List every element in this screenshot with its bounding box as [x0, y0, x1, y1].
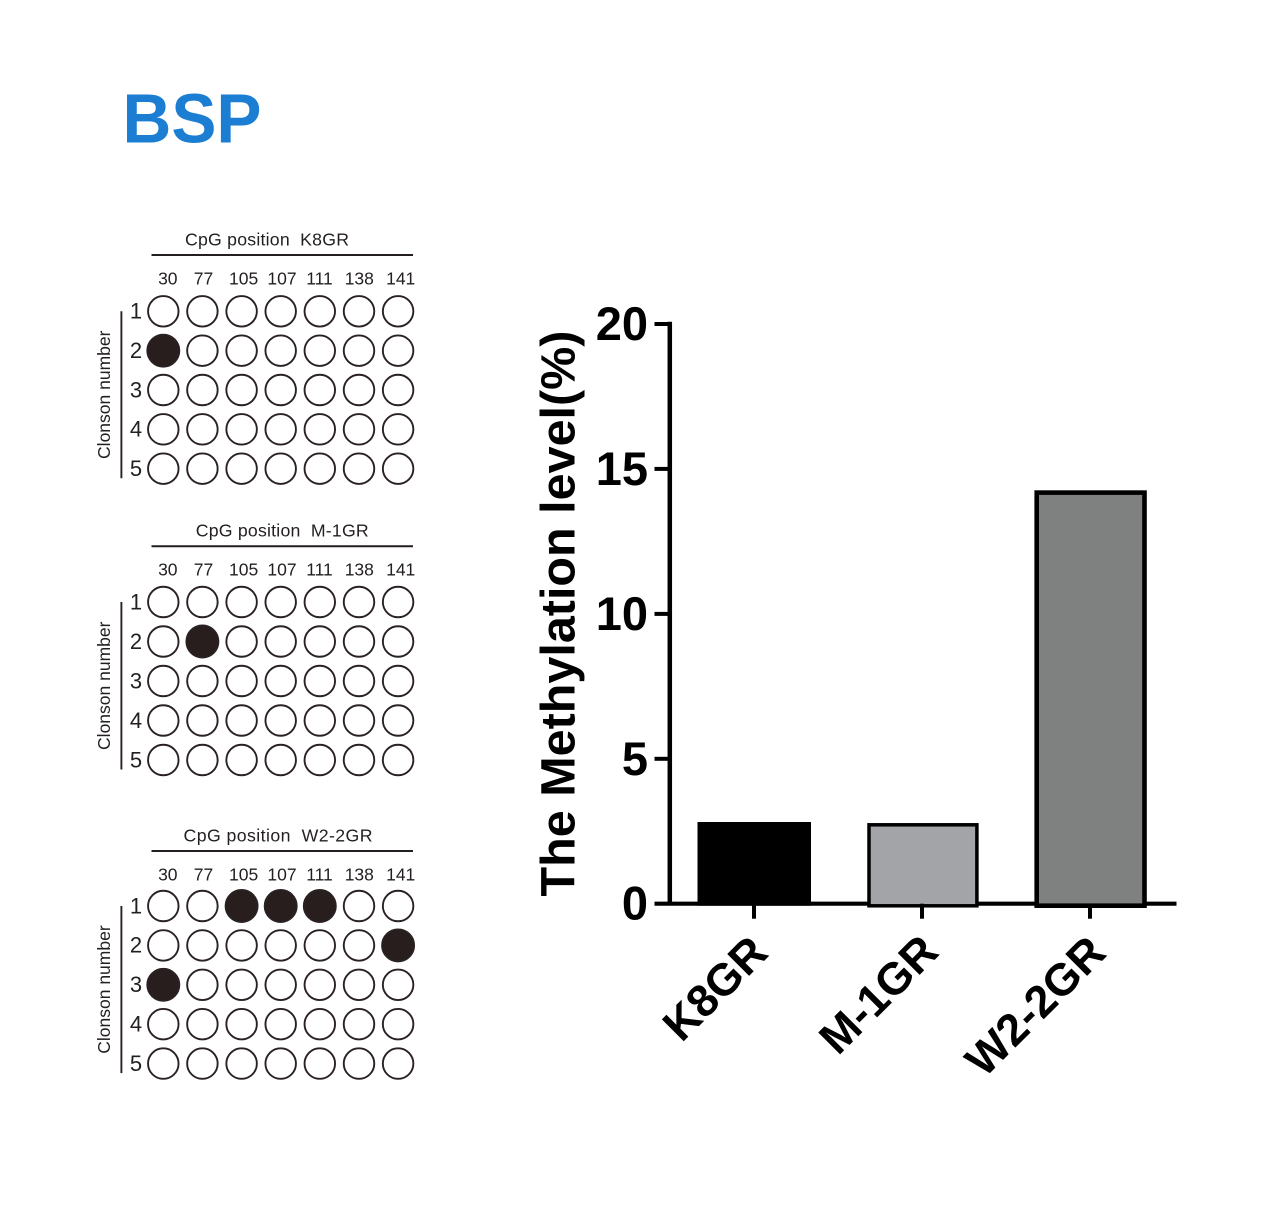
svg-text:107: 107 [267, 268, 296, 288]
svg-text:77: 77 [194, 864, 213, 884]
svg-text:CpG position W2-2GR: CpG position W2-2GR [184, 825, 373, 845]
svg-text:1: 1 [130, 299, 142, 324]
svg-text:138: 138 [345, 560, 374, 580]
svg-text:111: 111 [306, 268, 333, 288]
svg-text:107: 107 [267, 560, 296, 580]
svg-text:111: 111 [306, 864, 333, 884]
svg-text:Clonson number: Clonson number [94, 621, 114, 750]
svg-text:2: 2 [130, 629, 142, 654]
svg-text:0: 0 [622, 877, 648, 930]
svg-text:5: 5 [130, 1051, 142, 1076]
svg-text:105: 105 [229, 560, 258, 580]
svg-text:1: 1 [130, 893, 142, 918]
svg-text:Clonson number: Clonson number [94, 925, 114, 1054]
svg-text:141: 141 [386, 864, 415, 884]
svg-text:2: 2 [130, 338, 142, 363]
svg-text:30: 30 [158, 864, 178, 884]
svg-text:10: 10 [596, 587, 648, 640]
svg-text:30: 30 [158, 268, 178, 288]
svg-text:CpG position M-1GR: CpG position M-1GR [196, 520, 369, 540]
svg-text:3: 3 [130, 377, 142, 402]
svg-text:77: 77 [194, 268, 213, 288]
svg-text:5: 5 [622, 732, 648, 785]
svg-text:BSP: BSP [123, 80, 262, 158]
svg-text:The Methylation level(%): The Methylation level(%) [532, 331, 586, 897]
svg-text:105: 105 [229, 864, 258, 884]
svg-text:141: 141 [386, 560, 415, 580]
svg-text:105: 105 [229, 268, 258, 288]
svg-text:5: 5 [130, 456, 142, 481]
svg-text:107: 107 [267, 864, 296, 884]
svg-text:Clonson number: Clonson number [94, 330, 114, 459]
svg-text:15: 15 [596, 442, 648, 495]
svg-text:3: 3 [130, 972, 142, 997]
svg-text:4: 4 [130, 1012, 142, 1037]
svg-text:4: 4 [130, 708, 142, 733]
svg-text:5: 5 [130, 747, 142, 772]
svg-text:138: 138 [345, 864, 374, 884]
svg-text:141: 141 [386, 268, 415, 288]
svg-text:2: 2 [130, 933, 142, 958]
svg-text:4: 4 [130, 417, 142, 442]
svg-text:CpG position K8GR: CpG position K8GR [185, 230, 349, 250]
svg-text:77: 77 [194, 560, 213, 580]
svg-text:30: 30 [158, 560, 178, 580]
svg-text:111: 111 [306, 560, 333, 580]
svg-text:20: 20 [596, 297, 648, 350]
svg-text:3: 3 [130, 668, 142, 693]
svg-text:138: 138 [345, 268, 374, 288]
svg-text:1: 1 [130, 589, 142, 614]
